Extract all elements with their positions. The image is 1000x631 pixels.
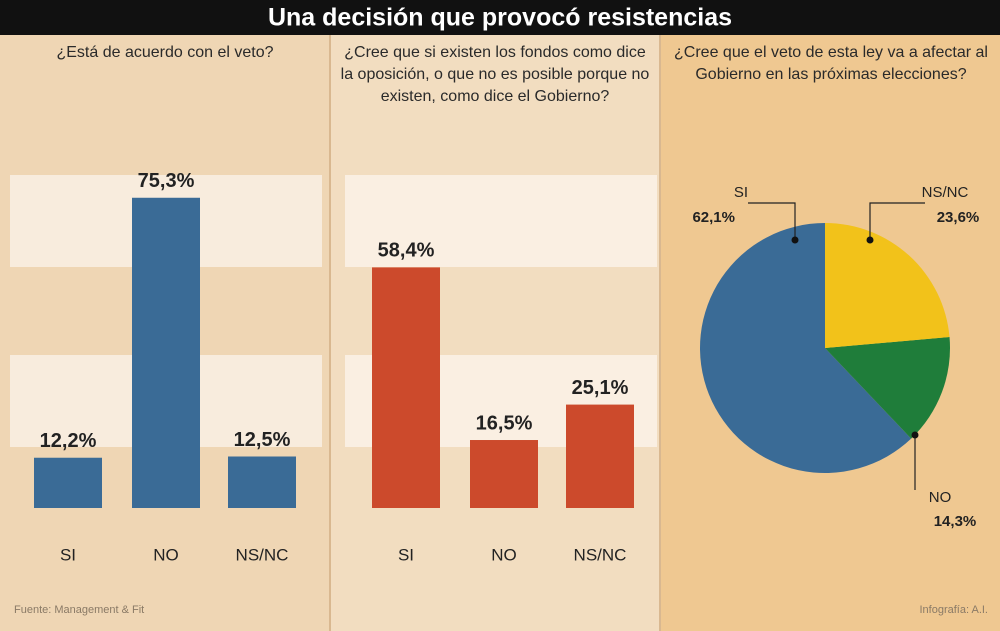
credit: Infografía: A.I. xyxy=(920,604,989,616)
pie-slice xyxy=(700,223,912,473)
bar xyxy=(34,457,102,508)
value-label: 12,2% xyxy=(40,430,97,452)
value-label: 23,6% xyxy=(937,209,980,226)
bar xyxy=(566,404,634,508)
category-label: SI xyxy=(60,545,76,564)
bar xyxy=(228,456,296,508)
category-label: NO xyxy=(491,545,517,564)
question: ¿Cree que el veto de esta ley va a afect… xyxy=(674,44,988,83)
category-label: NS/NC xyxy=(236,545,289,564)
question: ¿Cree que si existen los fondos como dic… xyxy=(340,44,650,105)
category-label: NS/NC xyxy=(574,545,627,564)
stripe xyxy=(345,175,657,267)
category-label: NO xyxy=(929,489,952,506)
value-label: 14,3% xyxy=(934,513,977,530)
category-label: NO xyxy=(153,545,179,564)
source: Fuente: Management & Fit xyxy=(14,604,144,616)
leader-dot xyxy=(911,431,919,439)
title: Una decisión que provocó resistencias xyxy=(268,4,732,32)
leader-dot xyxy=(866,236,874,244)
pie-slice xyxy=(825,223,950,348)
value-label: 75,3% xyxy=(138,170,195,192)
category-label: NS/NC xyxy=(922,184,969,201)
question: ¿Está de acuerdo con el veto? xyxy=(56,44,274,61)
bar xyxy=(470,440,538,508)
title-bar xyxy=(0,0,1000,35)
leader-dot xyxy=(791,236,799,244)
bar xyxy=(372,267,440,508)
value-label: 25,1% xyxy=(572,377,629,399)
value-label: 62,1% xyxy=(692,209,735,226)
pie-slice xyxy=(825,337,951,439)
leader-line xyxy=(748,202,796,240)
bar xyxy=(132,197,200,508)
category-label: SI xyxy=(734,184,748,201)
value-label: 16,5% xyxy=(476,412,533,434)
value-label: 12,5% xyxy=(234,429,291,451)
category-label: SI xyxy=(398,545,414,564)
leader-line xyxy=(869,202,925,240)
value-label: 58,4% xyxy=(378,240,435,262)
